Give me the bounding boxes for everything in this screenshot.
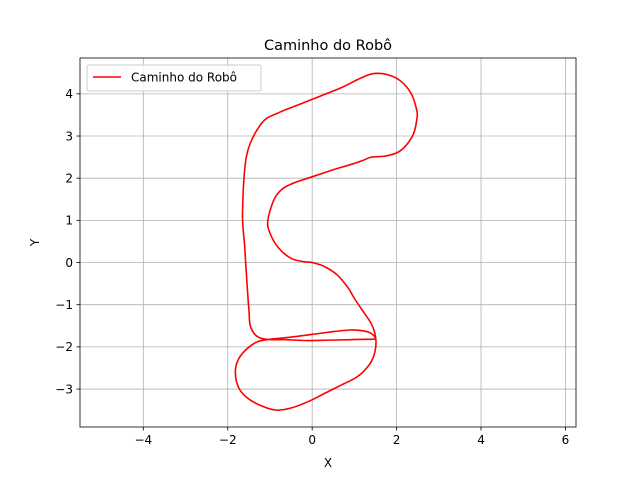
y-tick-label: −1 <box>55 298 73 312</box>
ticks: −4 −2 0 2 4 6 −3 −2 −1 0 1 2 3 4 <box>55 87 569 447</box>
x-tick-label: 2 <box>393 433 401 447</box>
y-tick-label: 2 <box>65 171 73 185</box>
legend-entry-label: Caminho do Robô <box>131 71 237 85</box>
plot-frame <box>79 57 577 428</box>
x-tick-label: 4 <box>477 433 485 447</box>
y-tick-label: −2 <box>55 340 73 354</box>
chart-title: Caminho do Robô <box>264 38 392 54</box>
y-tick-label: 1 <box>65 214 73 228</box>
y-tick-label: −3 <box>55 382 73 396</box>
y-tick-label: 4 <box>65 87 73 101</box>
y-axis-label: Y <box>28 238 42 247</box>
x-tick-label: 6 <box>562 433 570 447</box>
y-tick-label: 0 <box>65 256 73 270</box>
legend: Caminho do Robô <box>86 64 262 92</box>
legend-box <box>86 64 262 92</box>
x-axis-label: X <box>324 456 332 470</box>
x-tick-label: −2 <box>219 433 237 447</box>
series-layer <box>234 72 419 411</box>
plot-area-background <box>80 58 576 427</box>
x-tick-label: 0 <box>308 433 316 447</box>
y-tick-label: 3 <box>65 129 73 143</box>
x-tick-label: −4 <box>134 433 152 447</box>
series-line-robot-path <box>234 72 419 411</box>
